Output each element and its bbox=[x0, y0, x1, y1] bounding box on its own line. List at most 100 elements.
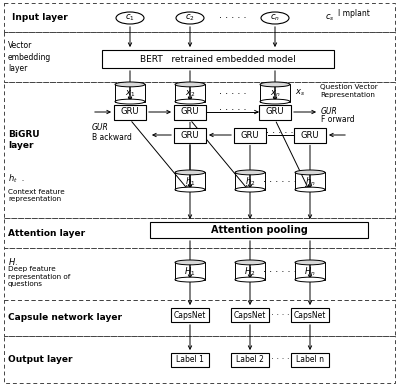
Text: · · · · ·: · · · · · bbox=[219, 89, 246, 99]
Bar bbox=[150, 222, 368, 238]
Text: B ackward: B ackward bbox=[92, 132, 132, 142]
Text: Capsule network layer: Capsule network layer bbox=[8, 313, 122, 322]
Text: $c_2$: $c_2$ bbox=[185, 13, 195, 23]
Ellipse shape bbox=[175, 187, 205, 192]
Bar bbox=[235, 262, 265, 279]
Text: Attention pooling: Attention pooling bbox=[210, 225, 308, 235]
Text: $h_n$: $h_n$ bbox=[305, 176, 315, 188]
Ellipse shape bbox=[175, 260, 205, 265]
Text: GRU: GRU bbox=[181, 107, 199, 117]
Text: · · · · · ·: · · · · · · bbox=[266, 356, 294, 364]
Text: $x_1$: $x_1$ bbox=[125, 89, 135, 99]
Ellipse shape bbox=[260, 82, 290, 87]
Ellipse shape bbox=[115, 82, 145, 87]
Text: $c_1$: $c_1$ bbox=[125, 13, 135, 23]
Text: CapsNet: CapsNet bbox=[234, 310, 266, 320]
Text: · · · · · ·: · · · · · · bbox=[263, 267, 297, 277]
Text: · · · · · ·: · · · · · · bbox=[263, 177, 297, 187]
Text: · · · · ·: · · · · · bbox=[219, 13, 246, 23]
Text: · · · · ·: · · · · · bbox=[219, 105, 246, 115]
Text: GRU: GRU bbox=[181, 130, 199, 139]
Bar bbox=[4, 3, 395, 32]
Text: · · · · · ·: · · · · · · bbox=[266, 310, 294, 320]
Ellipse shape bbox=[235, 260, 265, 265]
Ellipse shape bbox=[176, 12, 204, 24]
Text: CapsNet: CapsNet bbox=[174, 310, 206, 320]
Text: $H_2$: $H_2$ bbox=[244, 266, 256, 278]
Text: GUR: GUR bbox=[321, 107, 338, 115]
Text: Label 1: Label 1 bbox=[176, 356, 204, 364]
Ellipse shape bbox=[261, 12, 289, 24]
Text: $H_n$: $H_n$ bbox=[304, 266, 316, 278]
Text: Question Vector
Representation: Question Vector Representation bbox=[320, 84, 378, 98]
Text: BiGRU
layer: BiGRU layer bbox=[8, 130, 40, 150]
Text: GRU: GRU bbox=[266, 107, 284, 117]
Bar bbox=[4, 336, 395, 383]
Bar bbox=[4, 82, 395, 218]
Text: $h_2$: $h_2$ bbox=[245, 176, 255, 188]
Text: · · · · ·: · · · · · bbox=[266, 128, 294, 138]
Bar bbox=[291, 308, 329, 322]
Ellipse shape bbox=[235, 277, 265, 282]
Text: $x_2$: $x_2$ bbox=[185, 89, 195, 99]
Text: $c_n$: $c_n$ bbox=[270, 13, 280, 23]
Bar bbox=[259, 105, 291, 120]
Text: $x_n$: $x_n$ bbox=[270, 89, 280, 99]
Ellipse shape bbox=[116, 12, 144, 24]
Ellipse shape bbox=[260, 99, 290, 104]
Bar bbox=[231, 308, 269, 322]
Text: $H_1$: $H_1$ bbox=[184, 266, 196, 278]
Text: Attention layer: Attention layer bbox=[8, 229, 85, 237]
Bar bbox=[175, 262, 205, 279]
Bar bbox=[4, 248, 395, 300]
Text: BERT   retrained embedded model: BERT retrained embedded model bbox=[140, 54, 296, 64]
Text: I mplant: I mplant bbox=[338, 10, 370, 19]
Bar bbox=[171, 353, 209, 367]
Text: $h_t$  .: $h_t$ . bbox=[8, 173, 25, 185]
Text: Deep feature
representation of
questions: Deep feature representation of questions bbox=[8, 266, 70, 287]
Bar bbox=[4, 32, 395, 82]
Bar bbox=[260, 85, 290, 102]
Text: $H.$: $H.$ bbox=[8, 256, 18, 267]
Bar bbox=[102, 50, 334, 68]
Bar bbox=[171, 308, 209, 322]
Ellipse shape bbox=[175, 277, 205, 282]
Bar bbox=[234, 127, 266, 142]
Ellipse shape bbox=[295, 260, 325, 265]
Ellipse shape bbox=[235, 187, 265, 192]
Ellipse shape bbox=[295, 187, 325, 192]
Bar bbox=[231, 353, 269, 367]
Text: GUR: GUR bbox=[92, 122, 109, 132]
Ellipse shape bbox=[175, 170, 205, 175]
Text: Label n: Label n bbox=[296, 356, 324, 364]
Text: Label 2: Label 2 bbox=[236, 356, 264, 364]
Text: GRU: GRU bbox=[301, 130, 319, 139]
Text: $c_s$: $c_s$ bbox=[325, 13, 335, 23]
Bar bbox=[4, 218, 395, 248]
Text: F orward: F orward bbox=[321, 115, 355, 125]
Ellipse shape bbox=[295, 277, 325, 282]
Ellipse shape bbox=[115, 99, 145, 104]
Text: Output layer: Output layer bbox=[8, 355, 72, 364]
Text: GRU: GRU bbox=[241, 130, 259, 139]
Text: $h_1$: $h_1$ bbox=[185, 176, 195, 188]
Ellipse shape bbox=[235, 170, 265, 175]
Ellipse shape bbox=[175, 99, 205, 104]
Bar bbox=[175, 173, 205, 190]
Bar bbox=[114, 105, 146, 120]
Bar bbox=[291, 353, 329, 367]
Text: CapsNet: CapsNet bbox=[294, 310, 326, 320]
Bar bbox=[174, 127, 206, 142]
Text: Context feature
representation: Context feature representation bbox=[8, 189, 65, 203]
Text: $x_s$: $x_s$ bbox=[295, 88, 305, 98]
Bar bbox=[4, 300, 395, 336]
Bar bbox=[295, 173, 325, 190]
Bar bbox=[115, 85, 145, 102]
Bar bbox=[294, 127, 326, 142]
Bar bbox=[174, 105, 206, 120]
Ellipse shape bbox=[295, 170, 325, 175]
Bar bbox=[175, 85, 205, 102]
Text: Vector
embedding
layer: Vector embedding layer bbox=[8, 41, 51, 73]
Ellipse shape bbox=[175, 82, 205, 87]
Text: GRU: GRU bbox=[121, 107, 139, 117]
